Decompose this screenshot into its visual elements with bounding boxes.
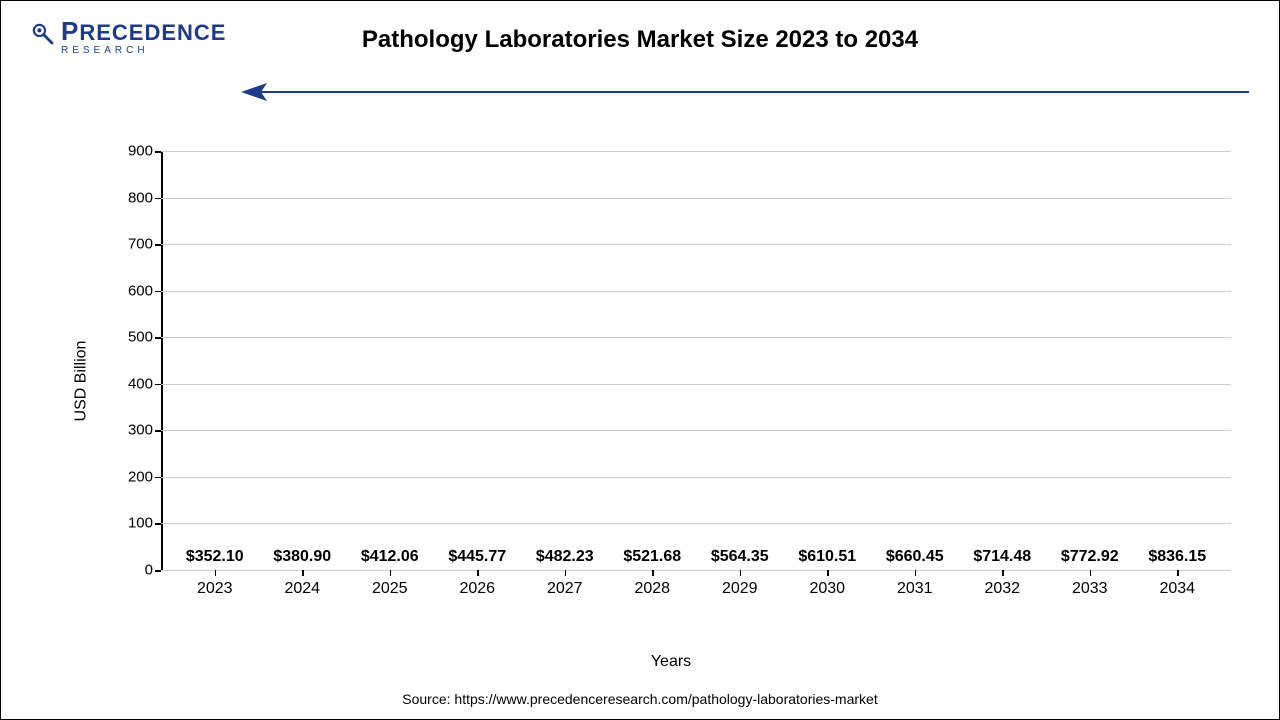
x-tick-label: 2023 [197,580,233,598]
y-tick-label: 400 [128,375,153,392]
x-tick-label: 2026 [459,580,495,598]
source-text: Source: https://www.precedenceresearch.c… [402,691,877,707]
bar-value-label: $445.77 [448,548,506,566]
y-tick-label: 900 [128,143,153,160]
x-tick-mark [215,570,217,576]
x-tick-label: 2027 [547,580,583,598]
y-tick-label: 800 [128,189,153,206]
bar-value-label: $714.48 [973,548,1031,566]
x-tick-label: 2032 [984,580,1020,598]
y-tick-label: 300 [128,422,153,439]
x-axis-label: Years [651,653,691,671]
x-tick-mark [1177,570,1179,576]
x-tick-label: 2030 [809,580,845,598]
bars-container: $352.102023$380.902024$412.062025$445.77… [161,151,1231,570]
gridline [161,570,1231,571]
logo-brand-text: PRECEDENCE [61,16,226,47]
y-axis-label: USD Billion [72,341,90,422]
decorative-arrow-line [251,91,1249,93]
y-tick-label: 100 [128,515,153,532]
x-tick-mark [302,570,304,576]
y-tick-label: 700 [128,236,153,253]
bar-value-label: $482.23 [536,548,594,566]
x-tick-label: 2033 [1072,580,1108,598]
bar-value-label: $836.15 [1148,548,1206,566]
x-tick-mark [1002,570,1004,576]
x-tick-mark [565,570,567,576]
logo-icon [31,22,59,50]
logo-brand-rest: RECEDENCE [79,20,226,45]
x-tick-mark [740,570,742,576]
arrow-left-icon [239,79,269,105]
bar-value-label: $380.90 [273,548,331,566]
bar-value-label: $412.06 [361,548,419,566]
y-tick-label: 0 [145,562,153,579]
bar-value-label: $352.10 [186,548,244,566]
x-tick-label: 2025 [372,580,408,598]
x-tick-label: 2029 [722,580,758,598]
bar-value-label: $521.68 [623,548,681,566]
bar-value-label: $772.92 [1061,548,1119,566]
x-tick-mark [827,570,829,576]
x-tick-mark [1090,570,1092,576]
x-tick-mark [652,570,654,576]
x-tick-label: 2024 [284,580,320,598]
x-tick-label: 2034 [1159,580,1195,598]
x-tick-mark [915,570,917,576]
y-tick-label: 200 [128,468,153,485]
y-tick-mark [155,570,161,572]
x-tick-mark [390,570,392,576]
x-tick-mark [477,570,479,576]
chart-title: Pathology Laboratories Market Size 2023 … [362,26,918,54]
bar-value-label: $660.45 [886,548,944,566]
x-tick-label: 2031 [897,580,933,598]
chart-container: USD Billion Years 0100200300400500600700… [101,141,1241,621]
bar-value-label: $610.51 [798,548,856,566]
brand-logo: PRECEDENCE RESEARCH [31,16,226,56]
y-tick-label: 500 [128,329,153,346]
x-tick-label: 2028 [634,580,670,598]
y-tick-label: 600 [128,282,153,299]
plot-area: 0100200300400500600700800900 $352.102023… [161,151,1231,571]
bar-value-label: $564.35 [711,548,769,566]
